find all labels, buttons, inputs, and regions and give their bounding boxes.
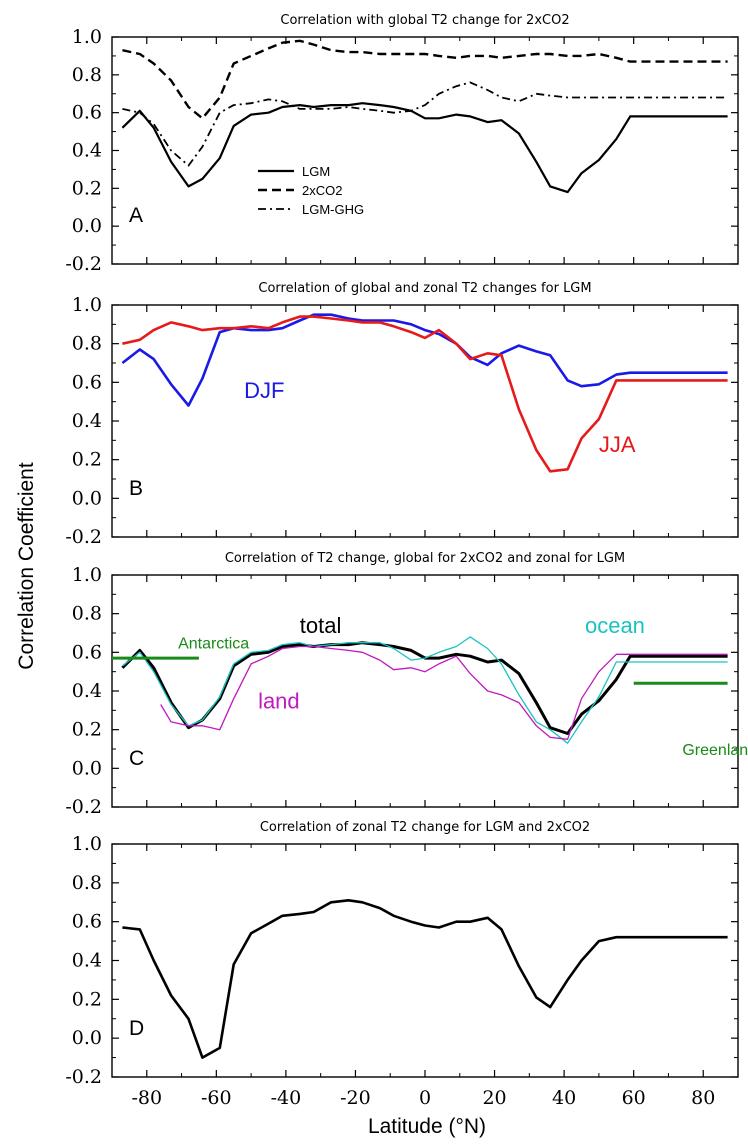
y-tick-label: 0.6: [72, 911, 102, 933]
x-tick-label: -80: [131, 1087, 162, 1109]
annotation-greenland: Greenland: [682, 742, 748, 759]
panel-letter: C: [129, 747, 144, 770]
panel-C: Correlation of T2 change, global for 2xC…: [65, 551, 748, 818]
y-tick-label: -0.2: [65, 253, 102, 275]
annotation-jja: JJA: [599, 432, 636, 457]
x-tick-label: -60: [201, 1087, 232, 1109]
x-tick-label: -20: [340, 1087, 371, 1109]
panel-B: Correlation of global and zonal T2 chang…: [65, 281, 739, 548]
series-group: [112, 636, 728, 744]
series-line-land: [160, 645, 728, 740]
y-tick-label: 0.6: [72, 641, 102, 663]
y-tick-label: -0.2: [65, 1066, 102, 1088]
x-tick-label: 0: [419, 1087, 431, 1109]
annotation-antarctica: Antarctica: [178, 635, 249, 652]
annotation-ocean: ocean: [585, 613, 645, 638]
y-tick-label: 0.8: [72, 333, 102, 355]
panel-A: Correlation with global T2 change for 2x…: [65, 13, 739, 275]
y-tick-label: 0.8: [72, 603, 102, 625]
panel-letter: D: [129, 1017, 144, 1040]
panel-title: Correlation with global T2 change for 2x…: [280, 13, 569, 28]
legend-label: LGM: [302, 164, 330, 179]
plot-frame: [111, 843, 739, 1078]
y-tick-label: -0.2: [65, 796, 102, 818]
x-tick-label: 20: [482, 1087, 506, 1109]
plot-frame: [111, 304, 739, 538]
series-line-lgm-2xco2: [122, 899, 728, 1059]
plot-frame: [111, 574, 739, 808]
series-group: [122, 899, 728, 1059]
y-tick-label: 0.4: [72, 140, 102, 162]
y-tick-label: 0.4: [72, 680, 102, 702]
plot-frame: [111, 36, 739, 265]
y-tick-label: 0.8: [72, 872, 102, 894]
series-line-jja: [122, 315, 728, 473]
panel-title: Correlation of T2 change, global for 2xC…: [225, 551, 625, 566]
y-tick-label: 0.2: [72, 719, 102, 741]
y-tick-label: 0.0: [72, 1027, 102, 1049]
series-line-2xco2: [122, 39, 728, 120]
legend-label: 2xCO2: [302, 183, 342, 198]
y-tick-label: 0.6: [72, 371, 102, 393]
series-line-total: [121, 641, 728, 735]
panel-title: Correlation of zonal T2 change for LGM a…: [260, 820, 590, 835]
y-tick-label: 0.4: [72, 950, 102, 972]
x-tick-label: 60: [622, 1087, 646, 1109]
x-tick-label: -40: [271, 1087, 302, 1109]
series-group: [121, 39, 728, 194]
y-tick-label: 0.0: [72, 487, 102, 509]
panel-letter: A: [129, 204, 143, 227]
y-tick-label: 0.2: [72, 449, 102, 471]
series-group: [121, 313, 728, 473]
panels: Correlation with global T2 change for 2x…: [65, 13, 748, 1109]
y-tick-label: -0.2: [65, 526, 102, 548]
y-tick-label: 1.0: [72, 564, 102, 586]
y-tick-label: 1.0: [72, 26, 102, 48]
panel-title: Correlation of global and zonal T2 chang…: [258, 281, 591, 296]
x-axis-label: Latitude (°N): [368, 1115, 486, 1138]
annotation-total: total: [300, 613, 342, 638]
y-tick-label: 0.0: [72, 215, 102, 237]
series-line-ocean: [121, 636, 728, 744]
series-line-lgm-ghg: [122, 81, 728, 167]
series-line-lgm: [121, 102, 728, 194]
panel-letter: B: [129, 477, 143, 500]
y-tick-label: 0.8: [72, 64, 102, 86]
x-tick-label: 40: [552, 1087, 576, 1109]
annotation-djf: DJF: [244, 378, 284, 403]
x-tick-label: 80: [691, 1087, 715, 1109]
y-tick-label: 1.0: [72, 833, 102, 855]
legend-label: LGM-GHG: [302, 202, 364, 217]
panel-D: Correlation of zonal T2 change for LGM a…: [65, 820, 739, 1109]
series-line-djf: [121, 313, 728, 407]
annotation-land: land: [258, 688, 300, 713]
y-tick-label: 0.4: [72, 410, 102, 432]
y-tick-label: 1.0: [72, 294, 102, 316]
y-tick-label: 0.2: [72, 988, 102, 1010]
y-tick-label: 0.2: [72, 177, 102, 199]
y-tick-label: 0.0: [72, 757, 102, 779]
y-tick-label: 0.6: [72, 102, 102, 124]
y-axis-label: Correlation Coefficient: [15, 462, 38, 670]
